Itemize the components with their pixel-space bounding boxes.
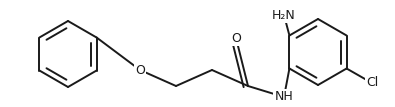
Text: NH: NH: [275, 91, 293, 103]
Text: H₂N: H₂N: [272, 8, 296, 22]
Text: Cl: Cl: [366, 77, 378, 89]
Text: O: O: [135, 63, 145, 77]
Text: O: O: [231, 31, 241, 45]
